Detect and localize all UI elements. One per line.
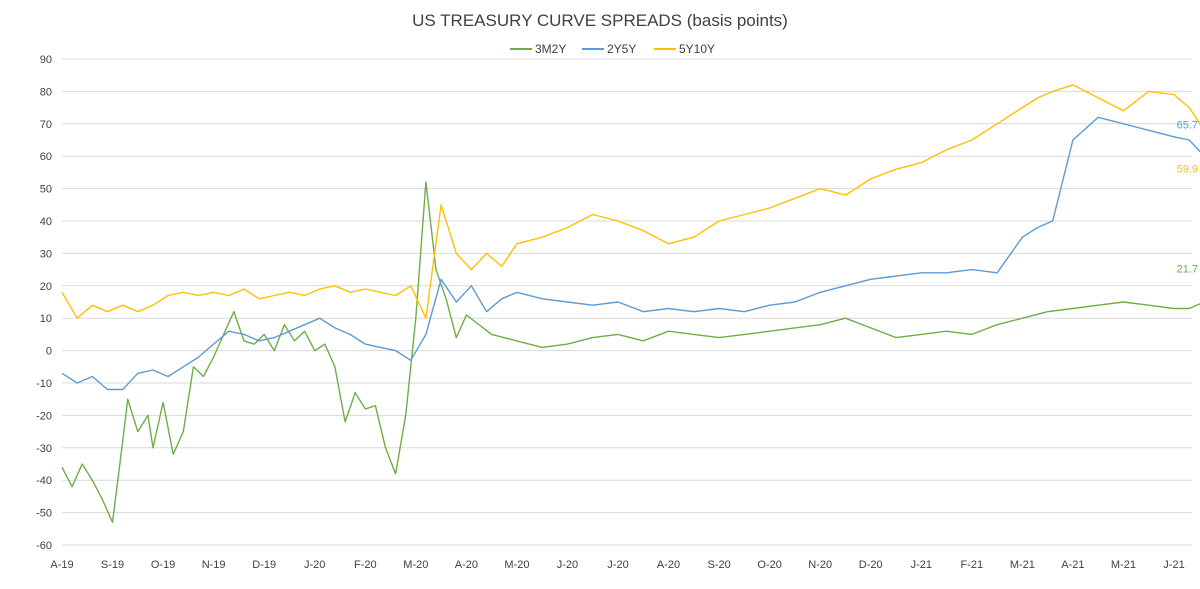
end-label-5y10y: 59.9 (1177, 164, 1198, 176)
y-tick-label: 70 (40, 119, 52, 131)
x-tick-label: D-19 (252, 559, 276, 571)
y-tick-label: -20 (36, 410, 52, 422)
y-tick-label: -30 (36, 443, 52, 455)
x-tick-label: F-21 (961, 559, 984, 571)
x-tick-label: M-20 (504, 559, 529, 571)
series-line-3m2y (61, 181, 1200, 523)
y-tick-label: 0 (46, 346, 52, 358)
x-tick-label: A-20 (657, 559, 680, 571)
x-tick-label: O-20 (757, 559, 781, 571)
y-tick-label: 50 (40, 184, 52, 196)
x-tick-label: J-20 (304, 559, 325, 571)
y-tick-label: -40 (36, 475, 52, 487)
x-tick-label: N-19 (202, 559, 226, 571)
x-tick-label: D-20 (859, 559, 883, 571)
series-line-2y5y (61, 116, 1200, 391)
legend-entry-3m2y: 3M2Y (535, 42, 566, 56)
y-tick-label: 30 (40, 248, 52, 260)
series-line-5y10y (61, 84, 1200, 319)
y-tick-label: 90 (40, 54, 52, 66)
y-tick-label: 60 (40, 151, 52, 163)
x-tick-label: J-20 (557, 559, 578, 571)
x-tick-label: S-20 (707, 559, 730, 571)
end-label-3m2y: 21.7 (1177, 263, 1198, 275)
y-axis-ticks: 90 80 70 60 50 40 30 20 10 0 -10 -20 -30 -40 -50 -60 (36, 54, 52, 552)
y-tick-label: 40 (40, 216, 52, 228)
y-tick-label: -50 (36, 508, 52, 520)
x-tick-label: F-20 (354, 559, 377, 571)
chart-legend: 3M2Y 2Y5Y 5Y10Y (510, 42, 715, 56)
y-tick-label: -10 (36, 378, 52, 390)
x-tick-label: O-19 (151, 559, 175, 571)
series-lines (61, 84, 1200, 523)
x-tick-label: A-19 (50, 559, 73, 571)
x-tick-label: M-21 (1010, 559, 1035, 571)
y-tick-label: 20 (40, 281, 52, 293)
y-tick-label: -60 (36, 540, 52, 552)
y-tick-label: 10 (40, 313, 52, 325)
gridlines (62, 58, 1192, 546)
x-tick-label: J-21 (1163, 559, 1184, 571)
end-label-2y5y: 65.7 (1177, 120, 1198, 132)
x-tick-label: A-21 (1061, 559, 1084, 571)
x-tick-label: S-19 (101, 559, 124, 571)
x-tick-label: M-21 (1111, 559, 1136, 571)
x-tick-label: N-20 (808, 559, 832, 571)
legend-entry-5y10y: 5Y10Y (679, 42, 715, 56)
x-tick-label: M-20 (403, 559, 428, 571)
x-axis-ticks: A-19 S-19 O-19 N-19 D-19 J-20 F-20 M-20 A-20 M-20… (50, 559, 1184, 571)
chart-title: US TREASURY CURVE SPREADS (basis points) (412, 11, 788, 30)
x-tick-label: J-20 (607, 559, 628, 571)
y-tick-label: 80 (40, 86, 52, 98)
end-value-labels: 21.7 65.7 59.9 (1177, 120, 1198, 276)
legend-entry-2y5y: 2Y5Y (607, 42, 636, 56)
x-tick-label: A-20 (455, 559, 478, 571)
x-tick-label: J-21 (911, 559, 932, 571)
